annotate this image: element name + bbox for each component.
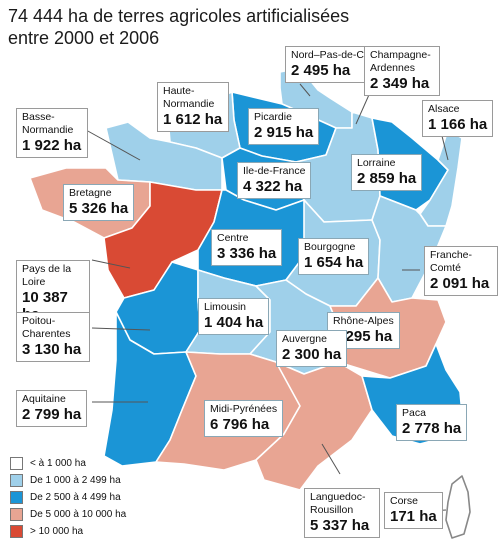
region-value: 1 922 ha	[22, 137, 82, 154]
region-value: 2 300 ha	[282, 346, 342, 363]
region-name: Centre	[217, 232, 249, 244]
label-haute-normandie: Haute-Normandie 1 612 ha	[157, 82, 229, 132]
region-value: 2 091 ha	[430, 275, 490, 292]
label-centre: Centre 3 336 ha	[211, 229, 283, 266]
legend-label: > 10 000 ha	[30, 526, 84, 537]
region-value: 3 130 ha	[22, 341, 82, 358]
region-name: Aquitaine	[22, 393, 66, 405]
label-champagne-ardennes: Champagne-Ardennes 2 349 ha	[364, 46, 440, 96]
label-basse-normandie: Basse-Normandie 1 922 ha	[16, 108, 88, 158]
legend-item: De 5 000 à 10 000 ha	[10, 506, 126, 523]
region-value: 1 166 ha	[428, 116, 488, 133]
label-ile-de-france: Ile-de-France 4 322 ha	[237, 162, 312, 199]
region-name: Champagne-Ardennes	[370, 49, 431, 74]
region-name: Midi-Pyrénées	[210, 403, 278, 415]
region-value: 5 326 ha	[69, 200, 129, 217]
map-legend: < à 1 000 ha De 1 000 à 2 499 ha De 2 500 …	[10, 455, 126, 540]
region-name: Franche-Comté	[430, 249, 473, 274]
region-value: 2 349 ha	[370, 75, 430, 92]
legend-item: < à 1 000 ha	[10, 455, 126, 472]
map-title: 74 444 ha de terres agricoles artificial…	[8, 5, 428, 49]
region-value: 171 ha	[390, 508, 437, 525]
region-name: Paca	[402, 407, 426, 419]
region-name: Basse-Normandie	[22, 111, 74, 136]
region-name: Lorraine	[357, 157, 396, 169]
legend-label: De 2 500 à 4 499 ha	[30, 492, 121, 503]
label-bretagne: Bretagne 5 326 ha	[63, 184, 135, 221]
label-franche-comte: Franche-Comté 2 091 ha	[424, 246, 498, 296]
region-name: Languedoc-Rousillon	[310, 491, 366, 516]
region-name: Nord–Pas-de-Calais	[291, 49, 386, 61]
legend-item: De 2 500 à 4 499 ha	[10, 489, 126, 506]
legend-swatch	[10, 491, 23, 504]
region-name: Rhône-Alpes	[333, 315, 394, 327]
map-title-line2: entre 2000 et 2006	[8, 28, 160, 48]
legend-item: > 10 000 ha	[10, 523, 126, 540]
region-value: 4 322 ha	[243, 178, 303, 195]
region-name: Limousin	[204, 301, 247, 313]
label-picardie: Picardie 2 915 ha	[248, 108, 320, 145]
region-value: 2 799 ha	[22, 406, 82, 423]
legend-swatch	[10, 525, 23, 538]
legend-label: De 5 000 à 10 000 ha	[30, 509, 127, 520]
label-bourgogne: Bourgogne 1 654 ha	[298, 238, 370, 275]
legend-label: De 1 000 à 2 499 ha	[30, 475, 121, 486]
legend-label: < à 1 000 ha	[30, 458, 86, 469]
label-limousin: Limousin 1 404 ha	[198, 298, 270, 335]
region-value: 1 404 ha	[204, 314, 264, 331]
label-aquitaine: Aquitaine 2 799 ha	[16, 390, 88, 427]
region-value: 2 778 ha	[402, 420, 462, 437]
label-corse: Corse 171 ha	[384, 492, 443, 529]
region-value: 7 295 ha	[333, 328, 393, 345]
region-name: Alsace	[428, 103, 460, 115]
label-lorraine: Lorraine 2 859 ha	[351, 154, 423, 191]
region-value: 2 915 ha	[254, 124, 314, 141]
region-name: Haute-Normandie	[163, 85, 215, 110]
region-name: Auvergne	[282, 333, 327, 345]
label-rhone-alpes: Rhône-Alpes 7 295 ha	[327, 312, 400, 349]
label-languedoc-roussillon: Languedoc-Rousillon 5 337 ha	[304, 488, 380, 538]
label-paca: Paca 2 778 ha	[396, 404, 468, 441]
region-value: 1 654 ha	[304, 254, 364, 271]
map-title-line1: 74 444 ha de terres agricoles artificial…	[8, 6, 350, 26]
legend-swatch	[10, 474, 23, 487]
legend-swatch	[10, 508, 23, 521]
region-corse	[445, 475, 471, 539]
region-name: Bourgogne	[304, 241, 356, 253]
region-franche-comte	[371, 195, 447, 303]
region-value: 6 796 ha	[210, 416, 270, 433]
region-name: Ile-de-France	[243, 165, 306, 177]
region-name: Picardie	[254, 111, 292, 123]
label-alsace: Alsace 1 166 ha	[422, 100, 494, 137]
region-value: 1 612 ha	[163, 111, 223, 128]
region-name: Pays de la Loire	[22, 263, 72, 288]
region-value: 3 336 ha	[217, 245, 277, 262]
label-midi-pyrenees: Midi-Pyrénées 6 796 ha	[204, 400, 284, 437]
region-value: 5 337 ha	[310, 517, 370, 534]
region-name: Bretagne	[69, 187, 112, 199]
label-poitou-charentes: Poitou-Charentes 3 130 ha	[16, 312, 90, 362]
legend-swatch	[10, 457, 23, 470]
region-name: Corse	[390, 495, 419, 507]
region-name: Poitou-Charentes	[22, 315, 71, 340]
label-auvergne: Auvergne 2 300 ha	[276, 330, 348, 367]
legend-item: De 1 000 à 2 499 ha	[10, 472, 126, 489]
region-value: 2 859 ha	[357, 170, 417, 187]
region-value: 2 495 ha	[291, 62, 351, 79]
